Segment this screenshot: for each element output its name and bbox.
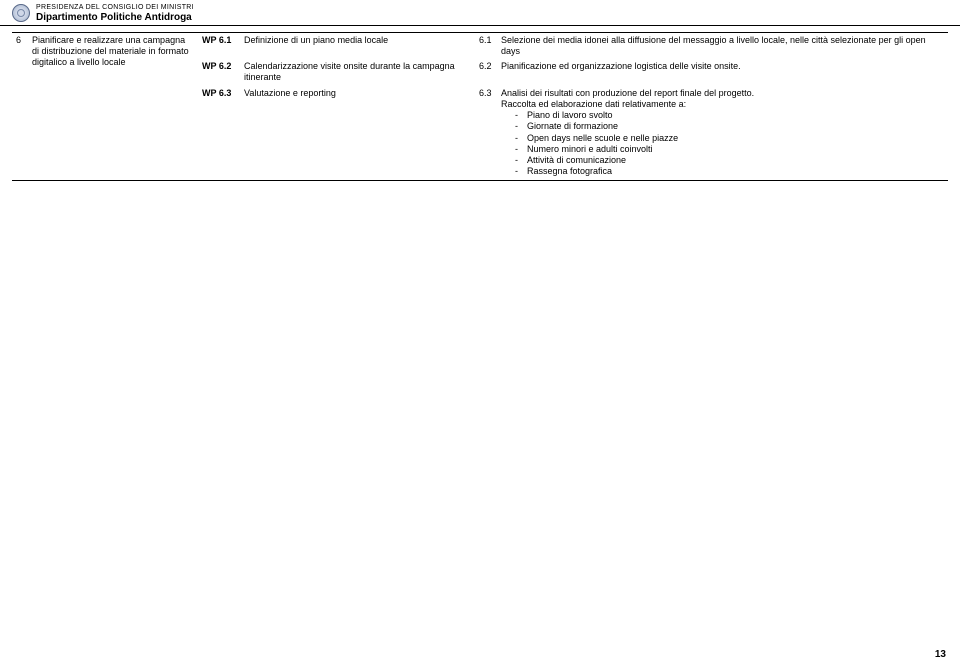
header-text-block: PRESIDENZA DEL CONSIGLIO DEI MINISTRI Di… (36, 4, 194, 23)
wp-code: WP 6.2 (198, 59, 240, 86)
list-item: Numero minori e adulti coinvolti (515, 144, 944, 155)
wp-description: Calendarizzazione visite onsite durante … (240, 59, 475, 86)
work-package-table: 6 Pianificare e realizzare una campagna … (12, 32, 948, 181)
result-subheading: Raccolta ed elaborazione dati relativame… (501, 99, 686, 109)
wp-code: WP 6.3 (198, 86, 240, 181)
list-item: Attività di comunicazione (515, 155, 944, 166)
list-item: Giornate di formazione (515, 121, 944, 132)
result-text: Pianificazione ed organizzazione logisti… (497, 59, 948, 86)
header-title: Dipartimento Politiche Antidroga (36, 12, 194, 23)
government-seal-icon (12, 4, 30, 22)
wp-code: WP 6.1 (198, 32, 240, 59)
result-intro: Analisi dei risultati con produzione del… (501, 88, 754, 98)
page-number: 13 (935, 649, 946, 660)
result-index: 6.1 (475, 32, 497, 59)
content-area: 6 Pianificare e realizzare una campagna … (0, 26, 960, 181)
result-bullet-list: Piano di lavoro svolto Giornate di forma… (501, 110, 944, 178)
result-text: Selezione dei media idonei alla diffusio… (497, 32, 948, 59)
row-title: Pianificare e realizzare una campagna di… (28, 32, 198, 180)
list-item: Open days nelle scuole e nelle piazze (515, 133, 944, 144)
list-item: Rassegna fotografica (515, 166, 944, 177)
result-cell: Analisi dei risultati con produzione del… (497, 86, 948, 181)
result-index: 6.3 (475, 86, 497, 181)
row-number: 6 (12, 32, 28, 180)
wp-description: Definizione di un piano media locale (240, 32, 475, 59)
document-header: PRESIDENZA DEL CONSIGLIO DEI MINISTRI Di… (0, 0, 960, 26)
result-index: 6.2 (475, 59, 497, 86)
list-item: Piano di lavoro svolto (515, 110, 944, 121)
table-row: 6 Pianificare e realizzare una campagna … (12, 32, 948, 59)
wp-description: Valutazione e reporting (240, 86, 475, 181)
header-line: PRESIDENZA DEL CONSIGLIO DEI MINISTRI Di… (12, 4, 948, 23)
header-subtitle: PRESIDENZA DEL CONSIGLIO DEI MINISTRI (36, 4, 194, 12)
